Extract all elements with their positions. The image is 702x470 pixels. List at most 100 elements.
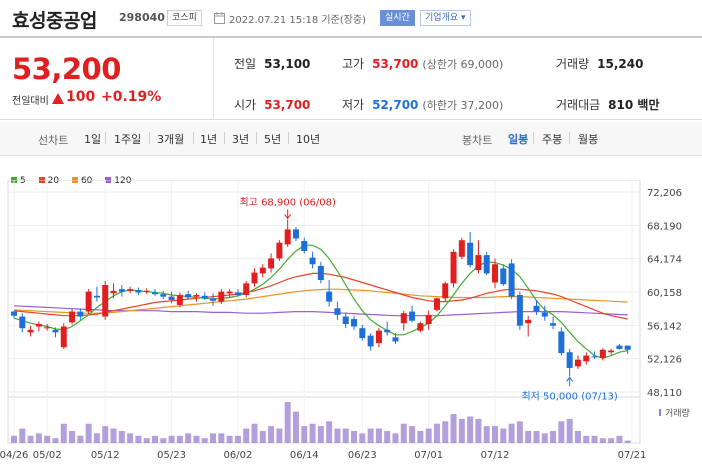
- trade-amount: 거래대금 810 백만: [556, 98, 660, 112]
- volume-bar: [110, 428, 117, 443]
- volume-bar: [52, 438, 59, 443]
- tab-monthly[interactable]: 월봉: [578, 133, 599, 146]
- y-tick-label: 72,206: [647, 188, 682, 199]
- tab-weekly[interactable]: 주봉: [542, 133, 563, 146]
- quote-panel: 53,200 전일대비 100 +0.19% 전일 53,100 고가 53,700…: [0, 36, 702, 120]
- volume-bars: [11, 402, 631, 443]
- candle-body: [492, 264, 499, 283]
- candle-body: [168, 296, 175, 300]
- candle-body: [450, 251, 457, 284]
- candle-body: [243, 283, 250, 295]
- candle-body: [500, 268, 507, 285]
- volume-bar: [143, 438, 150, 443]
- candle-body: [127, 289, 134, 291]
- volume-bar: [566, 418, 573, 443]
- company-info-dropdown[interactable]: 기업개요 ▾: [420, 10, 471, 26]
- candle-body: [326, 291, 333, 302]
- candle-body: [400, 313, 407, 324]
- candle-body: [268, 258, 275, 269]
- volume-bar: [210, 433, 217, 443]
- candle-body: [351, 319, 358, 327]
- candle-body: [309, 257, 316, 265]
- x-tick-label: 05/02: [33, 450, 62, 461]
- divider: [224, 132, 225, 144]
- candle-body: [160, 294, 167, 297]
- candle-body: [193, 294, 200, 297]
- volume-bar: [93, 433, 100, 443]
- candle-body: [69, 311, 76, 323]
- volume-bar: [558, 421, 565, 443]
- volume-legend-mark: [659, 409, 661, 416]
- volume-bar: [467, 416, 474, 443]
- realtime-button[interactable]: 실시간: [380, 10, 415, 26]
- low-price: 저가 52,700 (하한가 37,200): [342, 98, 504, 112]
- tab-1day[interactable]: 1일: [84, 133, 102, 146]
- volume-bar: [234, 435, 241, 443]
- candle-body: [616, 345, 623, 349]
- candle-body: [251, 272, 258, 284]
- volume-bar: [168, 435, 175, 443]
- price-chart[interactable]: 최고 68,900 (06/08) 최저 50,000 (07/13) 72,20…: [0, 180, 702, 470]
- volume-bar: [151, 435, 158, 443]
- high-label: 최고 68,900 (06/08): [239, 196, 335, 208]
- market-badge: 코스피: [167, 10, 202, 26]
- candle-body: [375, 330, 382, 344]
- volume-bar: [135, 435, 142, 443]
- candle-body: [102, 285, 109, 317]
- volume-bar: [599, 438, 606, 443]
- trade-volume: 거래량 15,240: [556, 57, 644, 71]
- volume-bar: [44, 435, 51, 443]
- candle-chart-label: 봉차트: [462, 134, 493, 147]
- candle-body: [583, 355, 590, 362]
- volume-bar: [268, 426, 275, 443]
- volume-bar: [326, 421, 333, 443]
- x-tick-label: 07/01: [414, 450, 443, 461]
- up-arrow-icon: [52, 93, 64, 104]
- candle-body: [301, 241, 308, 251]
- volume-bar: [492, 426, 499, 443]
- candle-body: [433, 298, 440, 310]
- candle-body: [60, 326, 67, 348]
- tab-1year[interactable]: 1년: [200, 133, 218, 146]
- candle-body: [52, 329, 59, 333]
- volume-bar: [292, 411, 299, 443]
- volume-bar: [85, 423, 92, 443]
- volume-bar: [409, 426, 416, 443]
- tab-3year[interactable]: 3년: [232, 133, 250, 146]
- volume-bar: [342, 428, 349, 443]
- candle-body: [425, 314, 432, 325]
- stock-header: 효성중공업 298040 코스피 2022.07.21 15:18 기준(장중)…: [0, 0, 702, 36]
- annotations: 최고 68,900 (06/08) 최저 50,000 (07/13): [239, 196, 617, 402]
- tab-daily[interactable]: 일봉: [508, 133, 529, 146]
- volume-bar: [359, 433, 366, 443]
- tab-3month[interactable]: 3개월: [157, 133, 185, 146]
- volume-bar: [417, 430, 424, 443]
- volume-label: 거래량: [665, 407, 690, 419]
- tab-5year[interactable]: 5년: [264, 133, 282, 146]
- candle-body: [226, 291, 233, 294]
- volume-bar: [60, 423, 67, 443]
- candle-body: [624, 345, 631, 350]
- candle-body: [276, 242, 283, 259]
- low-label: 최저 50,000 (07/13): [521, 390, 617, 402]
- volume-bar: [19, 428, 26, 443]
- volume-bar: [276, 428, 283, 443]
- volume-bar: [425, 428, 432, 443]
- candle-body: [284, 229, 291, 245]
- y-tick-label: 68,190: [647, 221, 682, 232]
- prev-close: 전일 53,100: [234, 57, 311, 71]
- candle-body: [417, 323, 424, 331]
- volume-bar: [77, 435, 84, 443]
- tab-10year[interactable]: 10년: [296, 133, 321, 146]
- candle-body: [118, 289, 125, 292]
- x-tick-label: 05/23: [157, 450, 186, 461]
- x-tick-label: 07/21: [618, 450, 647, 461]
- volume-bar: [392, 433, 399, 443]
- divider: [288, 132, 289, 144]
- chart-frame: [7, 180, 641, 444]
- candle-body: [458, 240, 465, 257]
- candle-body: [359, 328, 366, 339]
- volume-bar: [69, 430, 76, 443]
- volume-bar: [516, 421, 523, 443]
- tab-1week[interactable]: 1주일: [114, 133, 142, 146]
